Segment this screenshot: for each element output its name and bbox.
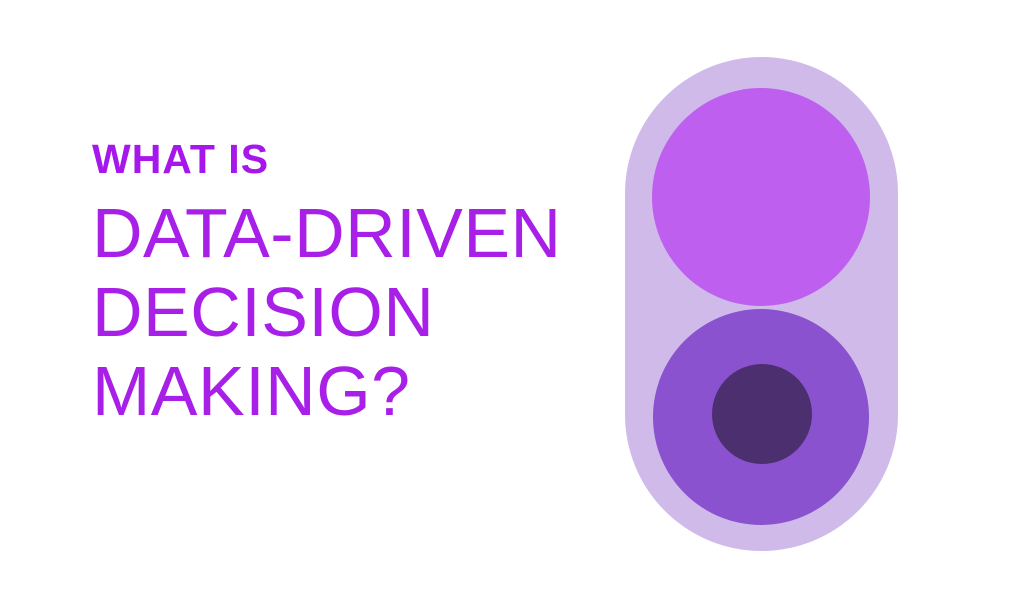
top-circle-shape xyxy=(652,88,870,306)
pill-shape xyxy=(625,57,898,551)
heading-line-2: DECISION xyxy=(92,273,435,351)
page-title: DATA-DRIVEN DECISION MAKING? xyxy=(92,194,562,431)
title-block: WHAT IS DATA-DRIVEN DECISION MAKING? xyxy=(92,137,562,431)
heading-line-1: DATA-DRIVEN xyxy=(92,194,562,272)
kicker-text: WHAT IS xyxy=(92,136,270,182)
heading-line-3: MAKING? xyxy=(92,352,411,430)
inner-dark-circle-shape xyxy=(712,364,812,464)
